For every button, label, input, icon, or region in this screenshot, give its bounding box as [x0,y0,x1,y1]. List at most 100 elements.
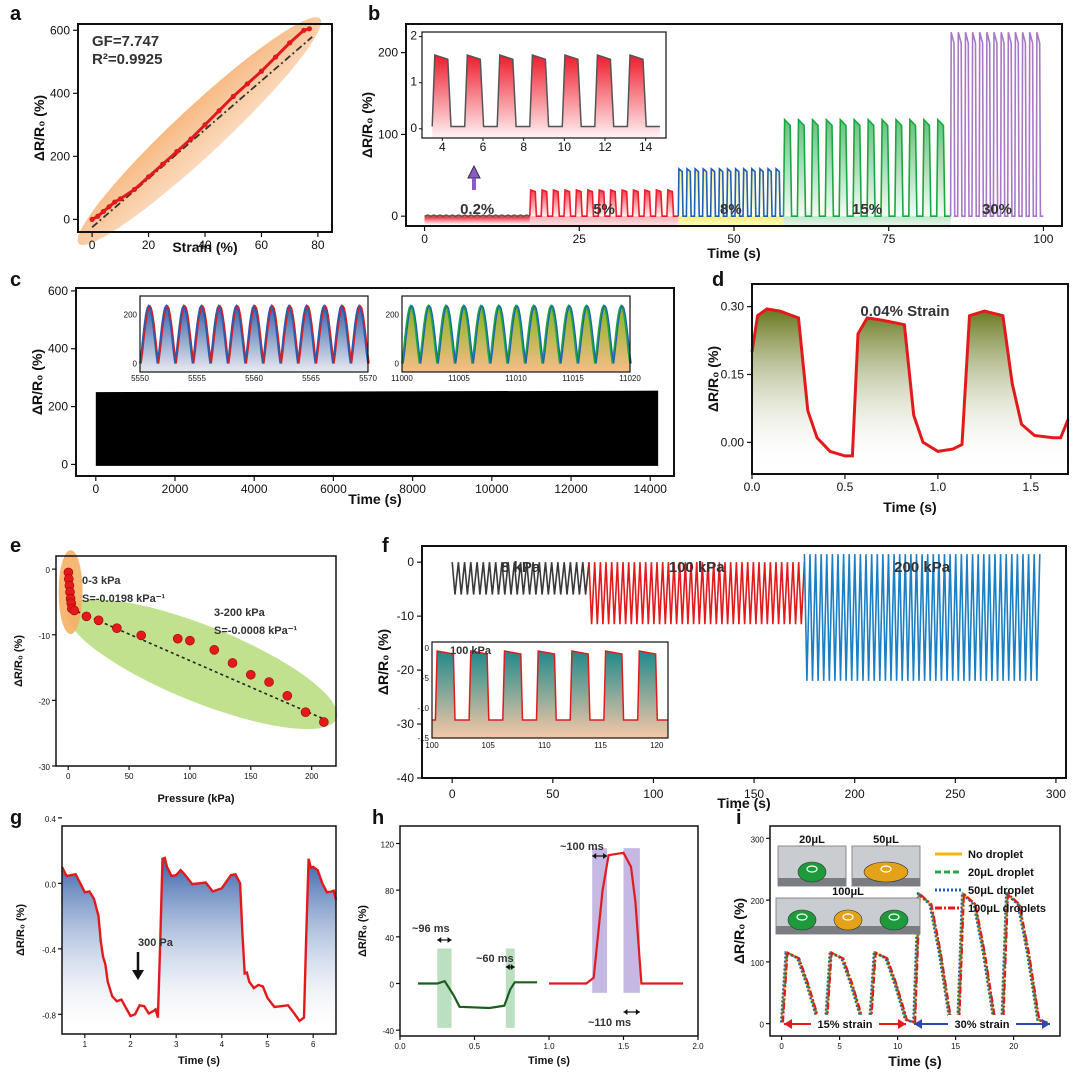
panel-letter: d [712,269,724,291]
y-tick-label: 600 [50,23,70,37]
inset-x-tick-label: 5550 [131,374,149,383]
y-tick-label: -30 [397,717,415,731]
segment-100 kPa: 100 kPa [588,559,806,625]
panel-letter: h [372,807,384,829]
inset-y-tick-label: 200 [386,310,400,319]
x-tick-label: 60 [255,238,269,252]
x-tick-label: 5 [837,1042,842,1051]
x-tick-label: 80 [311,238,325,252]
inset-y-tick-label: 0 [395,360,400,369]
droplet-highlight [796,913,808,921]
panel-e: 0 50 100 150 200 0 -10 -20 -30 0-3 kPa S=-0.0198 k… [13,550,338,805]
data-point [106,204,112,210]
plot-frame-f [421,545,1067,779]
y-tick-label: 100 [378,127,398,141]
inset-x-tick-label: 115 [594,741,607,750]
y-tick-label: -0.4 [42,946,56,955]
y-tick-label: -20 [38,697,50,706]
y-axis-label: ΔR/R₀ (%) [15,904,27,956]
inset-x-tick-label: 5570 [359,374,377,383]
region-label-bg [948,1015,1016,1031]
x-tick-label: 1.0 [543,1042,555,1051]
arrow-right-icon [603,853,608,859]
inset-x-tick-label: 8 [520,140,527,154]
x-tick-label: 200 [305,772,319,781]
y-tick-label: 200 [50,149,70,163]
inset-y-tick-label: -15 [417,734,429,743]
x-tick-label: 0 [421,232,428,246]
x-tick-label: 1.0 [930,480,947,494]
inset-x-tick-label: 5560 [245,374,263,383]
inset-line [432,650,668,721]
x-tick-label: 0.0 [744,480,761,494]
response-time-3: ~100 ms [560,841,604,853]
inset-x-tick-label: 5565 [302,374,320,383]
response-time-1: ~96 ms [412,923,450,935]
y-tick-label: 0.30 [721,300,745,314]
inset-c-2: 11000 11005 11010 11015 11020 0 200 [386,295,641,383]
fit-line [71,608,327,721]
data-point [306,26,313,32]
inset-y-tick-label: 200 [124,310,138,319]
y-tick-label: -10 [38,632,50,641]
x-axis-label: Time (s) [528,1055,570,1067]
segment-label: 15% [852,201,882,218]
inset-x-tick-label: 11000 [391,374,413,383]
y-tick-label: 0 [61,457,68,471]
inset-y-tick-label: 1 [410,75,417,89]
series-line [529,188,679,217]
inset-y-tick-label: 0 [133,360,138,369]
inset-c-1: 5550 5555 5560 5565 5570 0 200 [124,295,377,383]
data-point [282,690,293,701]
y-tick-label: 300 [751,835,765,844]
x-tick-label: 10000 [475,482,509,496]
x-tick-label: 4000 [241,482,268,496]
panel-letter: g [10,807,22,829]
droplet-highlight [880,865,892,873]
x-axis-label: Strain (%) [172,239,237,255]
y-tick-label: 0.4 [45,815,57,824]
y-tick-label: 100 [751,959,765,968]
arrow-right-icon [635,1009,640,1015]
data-point [136,630,147,641]
arrow-left-icon [592,853,597,859]
segment-label: 8% [720,201,742,218]
panel-letter: e [10,535,21,557]
segment-label: 200 kPa [894,559,951,576]
data-point [160,161,166,167]
x-tick-label: 0.0 [394,1042,406,1051]
region-label: 30% strain [954,1019,1009,1031]
response-time-4: ~110 ms [588,1017,631,1029]
gf-annotation: GF=7.747 [92,33,159,50]
x-tick-label: 2.0 [692,1042,704,1051]
droplet-photo: 50μL [851,834,921,887]
segment-5%: 5% [529,188,679,231]
inset-x-tick-label: 120 [650,741,664,750]
y-tick-label: -40 [382,1027,394,1036]
inset-y-tick-label: 0 [410,121,417,135]
y-tick-label: 400 [48,342,68,356]
inset-label: 100 kPa [450,645,492,657]
inset-line [431,53,660,128]
arrow-left-icon [505,964,510,970]
droplet-label: 100μL [832,886,864,898]
inset-x-tick-label: 110 [538,741,551,750]
segment-200 kPa: 200 kPa [803,554,1041,681]
series-line [750,307,1070,458]
x-tick-label: 1.5 [618,1042,630,1051]
pressure-annotation: 300 Pa [138,937,174,949]
y-tick-label: 200 [48,400,68,414]
y-tick-label: 0 [390,981,395,990]
x-tick-label: 6 [311,1040,316,1049]
response-window-4 [623,848,640,993]
fit-line [91,36,313,228]
panel-letter: c [10,269,21,291]
x-tick-label: 2000 [162,482,189,496]
data-point [230,93,236,100]
strain-region: 30% strain [914,1015,1050,1031]
inset-x-tick-label: 6 [480,140,487,154]
x-tick-label: 100 [183,772,197,781]
x-axis-label: Time (s) [883,499,936,515]
x-tick-label: 0.5 [469,1042,481,1051]
